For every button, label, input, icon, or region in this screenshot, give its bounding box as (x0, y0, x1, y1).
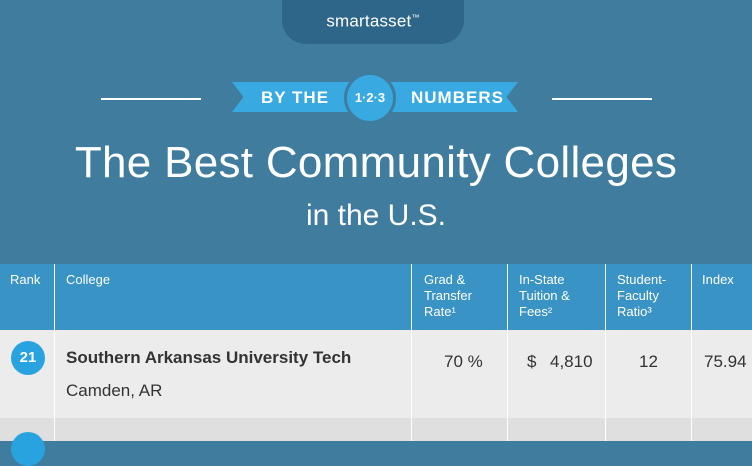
index-value: 75.94 (704, 352, 747, 371)
header-grad-line2: Transfer (424, 288, 472, 303)
college-location: Camden, AR (66, 381, 163, 400)
table-row (0, 330, 752, 418)
grad-transfer-value: 70 % (444, 352, 483, 371)
header-ratio: Student- Faculty Ratio³ (617, 272, 666, 320)
table-row-partial (0, 418, 752, 441)
header-tuition-line2: Tuition & (519, 288, 570, 303)
tuition-value: 4,810 (550, 352, 593, 371)
column-divider (411, 264, 412, 441)
tuition-currency: $ (527, 352, 537, 371)
page-subtitle: in the U.S. (305, 199, 447, 232)
page-title: The Best Community Colleges (74, 138, 678, 187)
header-ratio-line3: Ratio³ (617, 304, 652, 319)
banner-rule-right (552, 98, 652, 100)
column-divider (691, 264, 692, 441)
header-ratio-line1: Student- (617, 272, 667, 287)
banner-text-right: NUMBERS (411, 88, 504, 107)
header-tuition: In-State Tuition & Fees² (519, 272, 570, 320)
column-divider (507, 264, 508, 441)
header-grad-line3: Rate¹ (424, 304, 456, 319)
trademark-mark: ™ (411, 13, 420, 22)
banner-text-left: BY THE (261, 88, 330, 107)
header-ratio-line2: Faculty (617, 288, 659, 303)
header-tuition-line1: In-State (519, 272, 565, 287)
brand-logo: smartasset™ (282, 0, 464, 44)
header-grad-line1: Grad & (424, 272, 466, 287)
ratio-value: 12 (639, 352, 658, 371)
header-grad-transfer: Grad & Transfer Rate¹ (424, 272, 472, 320)
column-divider (54, 264, 55, 441)
rank-badge-partial (11, 432, 45, 466)
banner-rule-left (101, 98, 201, 100)
header-index: Index (702, 272, 734, 287)
column-divider (605, 264, 606, 441)
rank-badge: 21 (11, 341, 45, 375)
brand-name: smartasset (326, 11, 412, 31)
header-college: College (66, 272, 111, 287)
banner-badge: 1·2·3 (344, 72, 396, 124)
header-rank: Rank (10, 272, 41, 287)
college-name: Southern Arkansas University Tech (66, 348, 352, 367)
header-tuition-line3: Fees² (519, 304, 553, 319)
table-header: Rank College Grad & Transfer Rate¹ In-St… (0, 264, 752, 330)
